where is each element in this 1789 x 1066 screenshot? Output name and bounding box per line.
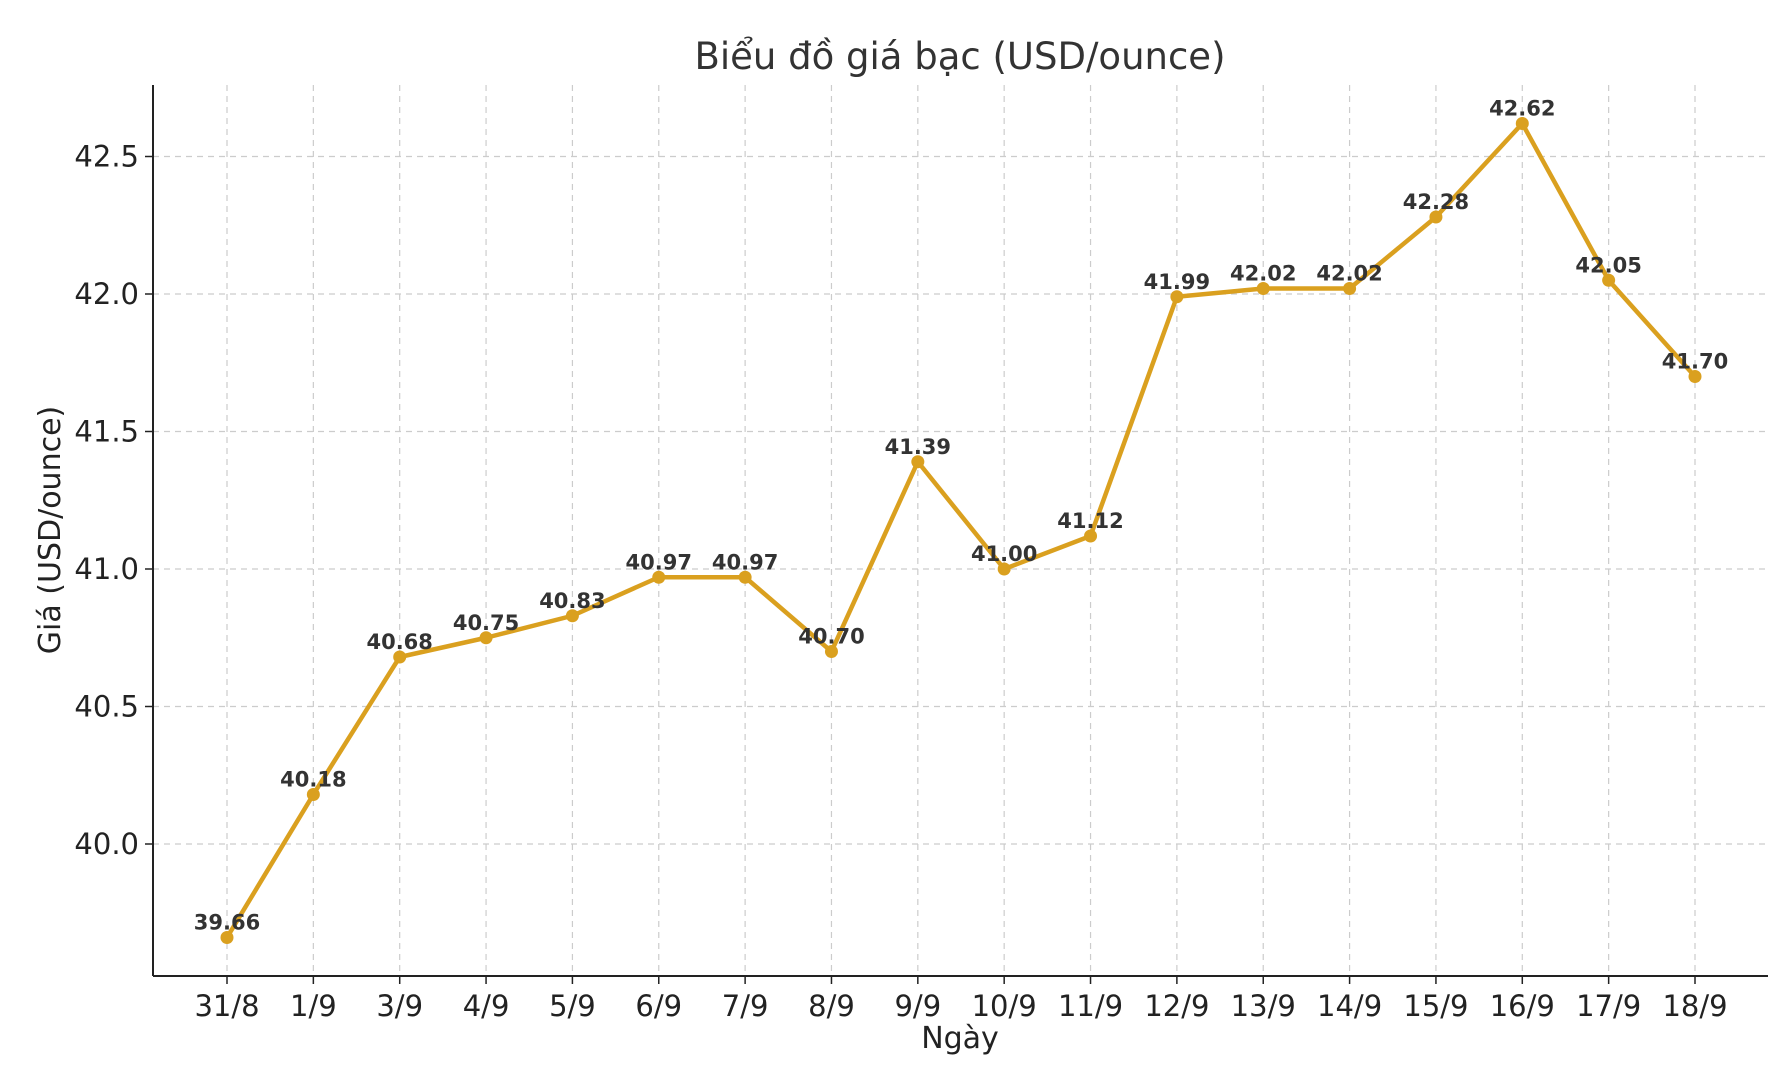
- data-label: 40.97: [626, 550, 692, 574]
- data-point: [1688, 370, 1702, 383]
- x-axis-label: Ngày: [921, 1021, 999, 1056]
- data-label: 40.83: [539, 589, 605, 613]
- x-tick-label: 17/9: [1576, 989, 1641, 1023]
- x-tick-label: 7/9: [722, 989, 769, 1023]
- y-tick-label: 41.0: [74, 552, 139, 586]
- data-label: 42.02: [1230, 262, 1296, 286]
- chart-title: Biểu đồ giá bạc (USD/ounce): [694, 35, 1225, 78]
- data-point: [1429, 210, 1443, 224]
- data-point: [565, 609, 579, 623]
- data-point: [824, 645, 838, 658]
- data-point: [1515, 117, 1529, 130]
- data-point: [1343, 282, 1357, 295]
- data-label: 41.12: [1057, 509, 1123, 533]
- x-tick-label: 16/9: [1490, 989, 1555, 1023]
- data-label: 41.70: [1662, 350, 1728, 374]
- series-layer: [220, 117, 1702, 944]
- x-tick-label: 18/9: [1662, 989, 1727, 1023]
- axes-layer: [152, 85, 1768, 977]
- data-label: 42.62: [1489, 97, 1555, 121]
- x-tick-label: 6/9: [635, 989, 682, 1023]
- y-tick-label: 40.5: [74, 690, 139, 724]
- x-tick-label: 11/9: [1058, 989, 1123, 1023]
- x-tick-label: 10/9: [972, 989, 1037, 1023]
- data-label: 42.05: [1575, 253, 1641, 277]
- data-label: 40.97: [712, 550, 778, 574]
- data-label: 40.70: [798, 625, 864, 649]
- data-label: 40.18: [280, 768, 346, 792]
- data-point: [1084, 529, 1098, 543]
- x-tick-label: 12/9: [1144, 989, 1209, 1023]
- x-tick-label: 8/9: [808, 989, 855, 1023]
- data-label: 40.75: [453, 611, 519, 635]
- y-tick-label: 42.0: [74, 277, 139, 311]
- data-label: 41.39: [885, 435, 951, 459]
- y-tick-label: 42.5: [74, 140, 139, 174]
- x-tick-label: 31/8: [194, 989, 259, 1023]
- x-tick-label: 15/9: [1403, 989, 1468, 1023]
- y-axis-label: Giá (USD/ounce): [33, 406, 68, 654]
- data-point: [911, 455, 925, 469]
- x-tick-label: 13/9: [1231, 989, 1296, 1023]
- x-tick-label: 3/9: [376, 989, 423, 1023]
- data-point: [393, 650, 407, 664]
- x-tick-label: 5/9: [549, 989, 596, 1023]
- data-labels-layer: 39.66 40.18 40.68 40.75 40.83 40.97 40.97 40.70…: [194, 97, 1728, 935]
- data-label: 41.99: [1144, 270, 1210, 294]
- y-tick-label: 40.0: [74, 827, 139, 861]
- data-point: [652, 570, 666, 584]
- data-point: [1170, 290, 1184, 304]
- data-point: [1602, 273, 1616, 287]
- data-point: [220, 931, 234, 944]
- data-point: [738, 570, 752, 584]
- data-point: [479, 631, 493, 645]
- grid-layer: [153, 85, 1768, 976]
- x-tick-label: 9/9: [894, 989, 941, 1023]
- data-label: 41.00: [971, 542, 1037, 566]
- x-tick-label: 14/9: [1317, 989, 1382, 1023]
- x-tick-label: 4/9: [463, 989, 510, 1023]
- data-point: [997, 562, 1011, 576]
- series-line: [224, 121, 1698, 940]
- data-point: [1256, 282, 1270, 295]
- y-tick-label: 41.5: [74, 415, 139, 449]
- data-label: 42.28: [1403, 190, 1469, 214]
- x-tick-label: 1/9: [290, 989, 337, 1023]
- data-label: 39.66: [194, 911, 260, 935]
- data-label: 42.02: [1316, 262, 1382, 286]
- ticks-layer: 31/8 1/9 3/9 4/9 5/9 6/9 7/9 8/9 9/9 10/9 11/9 12/9…: [74, 140, 1727, 1024]
- data-label: 40.68: [366, 630, 432, 654]
- data-point: [306, 788, 320, 801]
